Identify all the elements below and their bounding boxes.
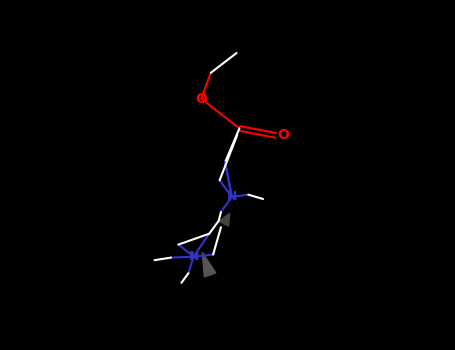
Text: N: N [227,190,237,203]
Text: N: N [188,250,199,263]
Text: O: O [195,92,207,106]
Polygon shape [219,213,230,226]
Polygon shape [202,252,216,277]
Text: O: O [278,128,289,142]
